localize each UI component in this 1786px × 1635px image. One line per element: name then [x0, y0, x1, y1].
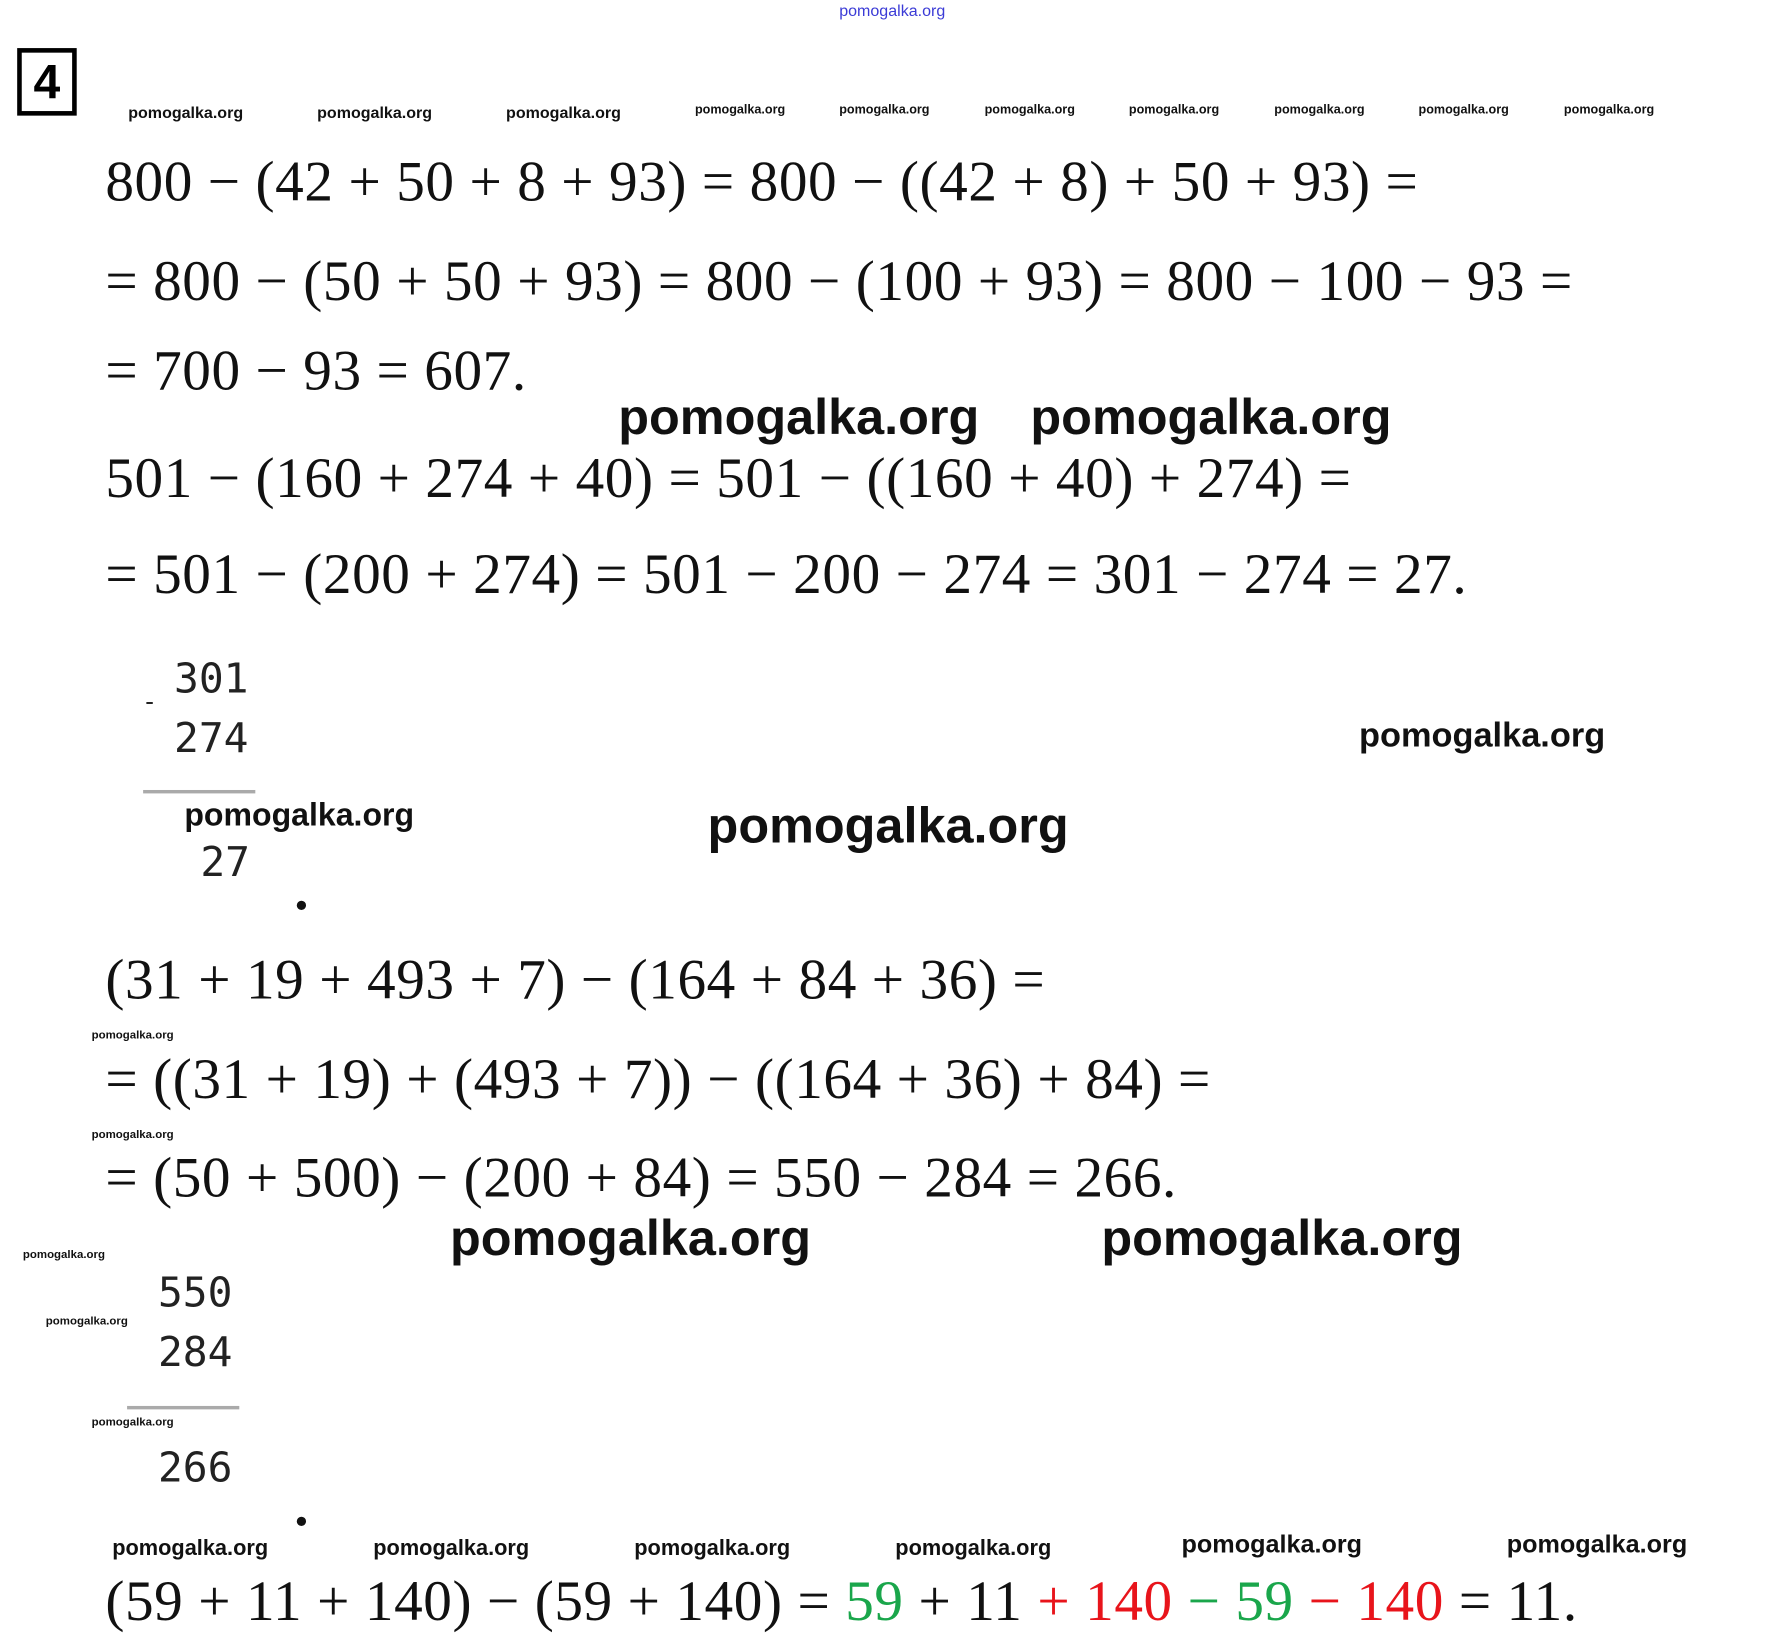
column-subtrahend: 274: [174, 715, 249, 763]
watermark: pomogalka.org: [184, 796, 415, 833]
watermark: pomogalka.org: [449, 1210, 812, 1267]
column-minuend: 301: [174, 656, 249, 703]
segment-green: − 59: [1172, 1568, 1294, 1633]
watermark: pomogalka.org: [112, 1536, 269, 1561]
segment: = 11.: [1443, 1568, 1578, 1633]
watermark: pomogalka.org: [91, 1029, 174, 1042]
watermark: pomogalka.org: [984, 103, 1075, 117]
watermark: pomogalka.org: [694, 103, 786, 117]
segment-red: + 140: [1037, 1568, 1173, 1633]
watermark: pomogalka.org: [1358, 716, 1606, 755]
column-result: 27: [200, 839, 250, 887]
equation-line: = 800 − (50 + 50 + 93) = 800 − (100 + 93…: [105, 248, 1573, 313]
column-rule: [143, 789, 256, 794]
watermark: pomogalka.org: [45, 1315, 128, 1329]
watermark: pomogalka.org: [373, 1536, 530, 1561]
equation-line: = 501 − (200 + 274) = 501 − 200 − 274 = …: [105, 541, 1468, 606]
equation-line-colored: (59 + 11 + 140) − (59 + 140) = 59 + 11 +…: [105, 1572, 1577, 1629]
column-dot: .: [294, 857, 310, 922]
watermark: pomogalka.org: [634, 1536, 791, 1561]
watermark: pomogalka.org: [506, 103, 621, 122]
equation-line: 800 − (42 + 50 + 8 + 93) = 800 − ((42 + …: [105, 148, 1419, 213]
column-rule: [127, 1405, 240, 1410]
watermark: pomogalka.org: [1418, 103, 1509, 117]
watermark: pomogalka.org: [895, 1536, 1052, 1561]
column-dot: .: [294, 1473, 310, 1538]
watermark: pomogalka.org: [91, 1128, 174, 1142]
equation-line: (31 + 19 + 493 + 7) − (164 + 84 + 36) =: [105, 946, 1046, 1011]
watermark: pomogalka.org: [707, 797, 1069, 855]
watermark: pomogalka.org: [1506, 1529, 1688, 1559]
equation-line: = (50 + 500) − (200 + 84) = 550 − 284 = …: [105, 1144, 1177, 1210]
segment: (59 + 11 + 140) − (59 + 140) =: [105, 1568, 846, 1633]
watermark: pomogalka.org: [839, 103, 930, 117]
segment-green: 59: [845, 1568, 904, 1633]
equation-line: = ((31 + 19) + (493 + 7)) − ((164 + 36) …: [105, 1046, 1211, 1111]
watermark: pomogalka.org: [1030, 389, 1392, 446]
column-subtrahend: 284: [157, 1329, 233, 1377]
column-minus-sign: -: [141, 688, 158, 717]
equation-line: = 700 − 93 = 607.: [105, 337, 527, 402]
task-number: 4: [17, 48, 77, 116]
watermark: pomogalka.org: [618, 389, 980, 446]
column-result: 266: [157, 1444, 233, 1492]
watermark: pomogalka.org: [1101, 1210, 1463, 1267]
watermark: pomogalka.org: [1563, 103, 1655, 117]
equation-line: 501 − (160 + 274 + 40) = 501 − ((160 + 4…: [105, 445, 1352, 510]
column-minuend: 550: [157, 1269, 233, 1317]
watermark: pomogalka.org: [1128, 103, 1220, 117]
segment-red: − 140: [1293, 1568, 1444, 1633]
watermark: pomogalka.org: [22, 1249, 105, 1262]
watermark: pomogalka.org: [128, 103, 244, 122]
watermark: pomogalka.org: [1181, 1529, 1363, 1559]
watermark: pomogalka.org: [317, 103, 433, 122]
segment: + 11: [903, 1568, 1038, 1633]
watermark: pomogalka.org: [1274, 103, 1365, 117]
top-watermark: pomogalka.org: [839, 1, 946, 20]
watermark: pomogalka.org: [91, 1416, 174, 1429]
